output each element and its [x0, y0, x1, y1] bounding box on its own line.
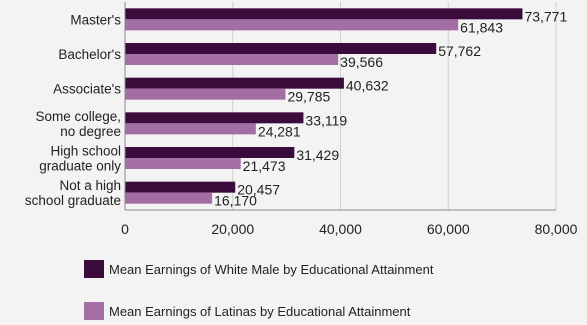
x-tick-label: 20,000 — [211, 221, 254, 237]
x-tick-label: 40,000 — [319, 221, 362, 237]
bars — [125, 8, 523, 204]
x-tick-label: 80,000 — [535, 221, 578, 237]
bar — [125, 54, 339, 65]
data-label: 57,762 — [438, 43, 481, 59]
x-tick-label: 0 — [121, 221, 129, 237]
bar — [125, 43, 437, 54]
bar — [125, 192, 213, 204]
data-label: 39,566 — [340, 54, 383, 70]
bar — [125, 158, 241, 169]
category-label: Some college, no degree — [35, 109, 121, 139]
value-labels: 73,771 61,843 57,762 39,566 40,632 29,785 33,1… — [214, 8, 567, 208]
bar — [125, 147, 295, 158]
bar — [125, 123, 256, 135]
category-label: Bachelor's — [58, 47, 121, 62]
legend-swatch — [84, 260, 104, 278]
data-label: 73,771 — [524, 8, 567, 24]
data-label: 24,281 — [258, 123, 301, 139]
category-label: Master's — [70, 12, 121, 27]
legend-label: Mean Earnings of Latinas by Educational … — [109, 304, 411, 319]
bar — [125, 77, 344, 89]
legend: Mean Earnings of White Male by Education… — [84, 260, 434, 320]
category-label: High school graduate only — [39, 144, 121, 174]
data-label: 16,170 — [214, 193, 257, 209]
legend-label: Mean Earnings of White Male by Education… — [109, 262, 434, 277]
bar — [125, 112, 304, 124]
data-label: 40,632 — [346, 78, 389, 94]
category-labels: Master's Bachelor's Associate's Some colleg… — [25, 12, 121, 208]
bar — [125, 19, 459, 31]
data-label: 21,473 — [243, 158, 286, 174]
axes — [124, 2, 556, 211]
x-tick-labels: 0 20,000 40,000 60,000 80,000 — [121, 221, 578, 237]
category-label: Not a high school graduate — [25, 178, 121, 208]
data-label: 61,843 — [460, 19, 503, 35]
bar — [125, 8, 523, 20]
data-label: 33,119 — [305, 112, 347, 128]
legend-swatch — [84, 302, 104, 320]
category-label: Associate's — [53, 82, 121, 97]
data-label: 20,457 — [237, 182, 280, 198]
gridlines — [232, 2, 557, 210]
x-tick-label: 60,000 — [427, 221, 470, 237]
bar — [125, 88, 286, 100]
data-label: 31,429 — [296, 147, 339, 163]
data-label: 29,785 — [287, 89, 330, 105]
bar — [125, 181, 236, 193]
